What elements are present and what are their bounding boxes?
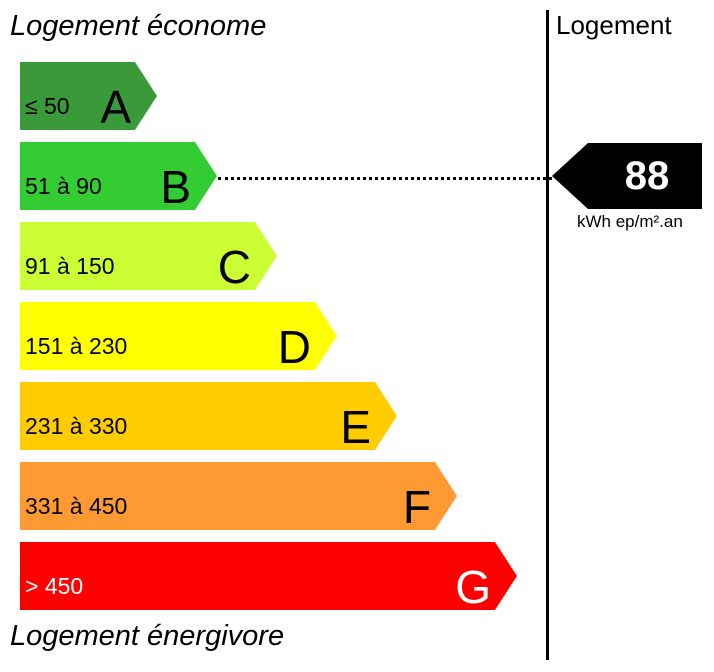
energy-band-range: 331 à 450 — [25, 493, 128, 519]
energy-band-g: > 450 G — [20, 542, 517, 610]
energy-band-range: 51 à 90 — [25, 173, 102, 199]
energy-band-letter: F — [402, 481, 431, 533]
column-divider — [546, 10, 549, 660]
energy-band-b: 51 à 90 B — [20, 142, 217, 210]
energy-band-letter: A — [100, 81, 131, 133]
energy-band-arrow-g — [20, 542, 517, 610]
rating-value: 88 — [624, 154, 670, 198]
energy-band-range: ≤ 50 — [25, 93, 70, 119]
inefficient-label: Logement énergivore — [10, 620, 285, 652]
energy-band-range: 91 à 150 — [25, 253, 115, 279]
energy-band-letter: E — [340, 401, 371, 453]
energy-band-arrow-d — [20, 302, 337, 370]
energy-band-arrow-e — [20, 382, 397, 450]
housing-column-header: Logement — [556, 10, 672, 40]
energy-band-d: 151 à 230 D — [20, 302, 337, 370]
energy-band-range: 231 à 330 — [25, 413, 128, 439]
rating-marker: 88 — [552, 143, 702, 209]
rating-unit: kWh ep/m².an — [577, 212, 683, 231]
energy-band-range: > 450 — [25, 573, 84, 599]
energy-band-letter: G — [455, 561, 491, 613]
energy-band-letter: C — [217, 241, 251, 293]
energy-band-arrow-f — [20, 462, 457, 530]
rating-pointer-line — [218, 177, 552, 180]
energy-band-letter: B — [160, 161, 191, 213]
energy-band-f: 331 à 450 F — [20, 462, 457, 530]
energy-band-letter: D — [277, 321, 311, 373]
energy-band-arrow-a — [20, 62, 157, 130]
energy-band-c: 91 à 150 C — [20, 222, 277, 290]
energy-band-e: 231 à 330 E — [20, 382, 397, 450]
energy-band-arrow-b — [20, 142, 217, 210]
energy-band-range: 151 à 230 — [25, 333, 128, 359]
rating-arrow-icon — [552, 143, 702, 209]
efficient-label: Logement économe — [10, 10, 267, 42]
energy-band-a: ≤ 50 A — [20, 62, 157, 130]
energy-band-arrow-c — [20, 222, 277, 290]
